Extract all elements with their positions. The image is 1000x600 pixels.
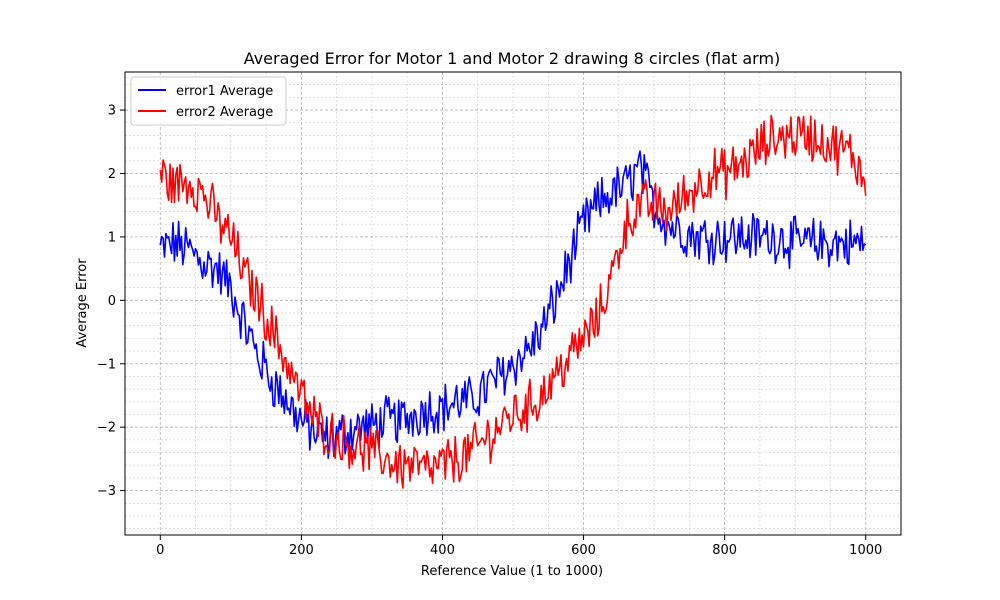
chart-title: Averaged Error for Motor 1 and Motor 2 d… [244,49,781,68]
y-tick-label: 1 [108,230,116,245]
y-tick-label: −3 [97,484,116,499]
x-tick-label: 200 [289,543,314,558]
y-tick-label: 2 [108,167,116,182]
y-tick-label: −1 [97,357,116,372]
series-line-1 [159,150,867,460]
x-tick-label: 1000 [849,543,882,558]
y-tick-label: −2 [97,421,116,436]
x-tick-label: 800 [712,543,737,558]
x-tick-label: 600 [571,543,596,558]
y-axis-label: Average Error [75,258,90,348]
x-axis-label: Reference Value (1 to 1000) [421,564,603,579]
x-tick-label: 0 [156,543,164,558]
legend: error1 Average error2 Average [130,76,287,126]
y-axis: −3 −2 −1 0 1 2 3 [97,104,125,499]
legend-label-error1: error1 Average [176,84,273,99]
series-layer [159,114,867,489]
x-axis: 0 200 400 600 800 1000 [156,535,882,558]
plot-frame [124,71,902,536]
series-line-2 [159,114,867,489]
legend-box [130,76,287,126]
x-tick-label: 400 [430,543,455,558]
y-tick-label: 0 [108,294,116,309]
legend-label-error2: error2 Average [176,105,273,120]
major-grid [125,72,901,535]
y-tick-label: 3 [108,104,116,119]
